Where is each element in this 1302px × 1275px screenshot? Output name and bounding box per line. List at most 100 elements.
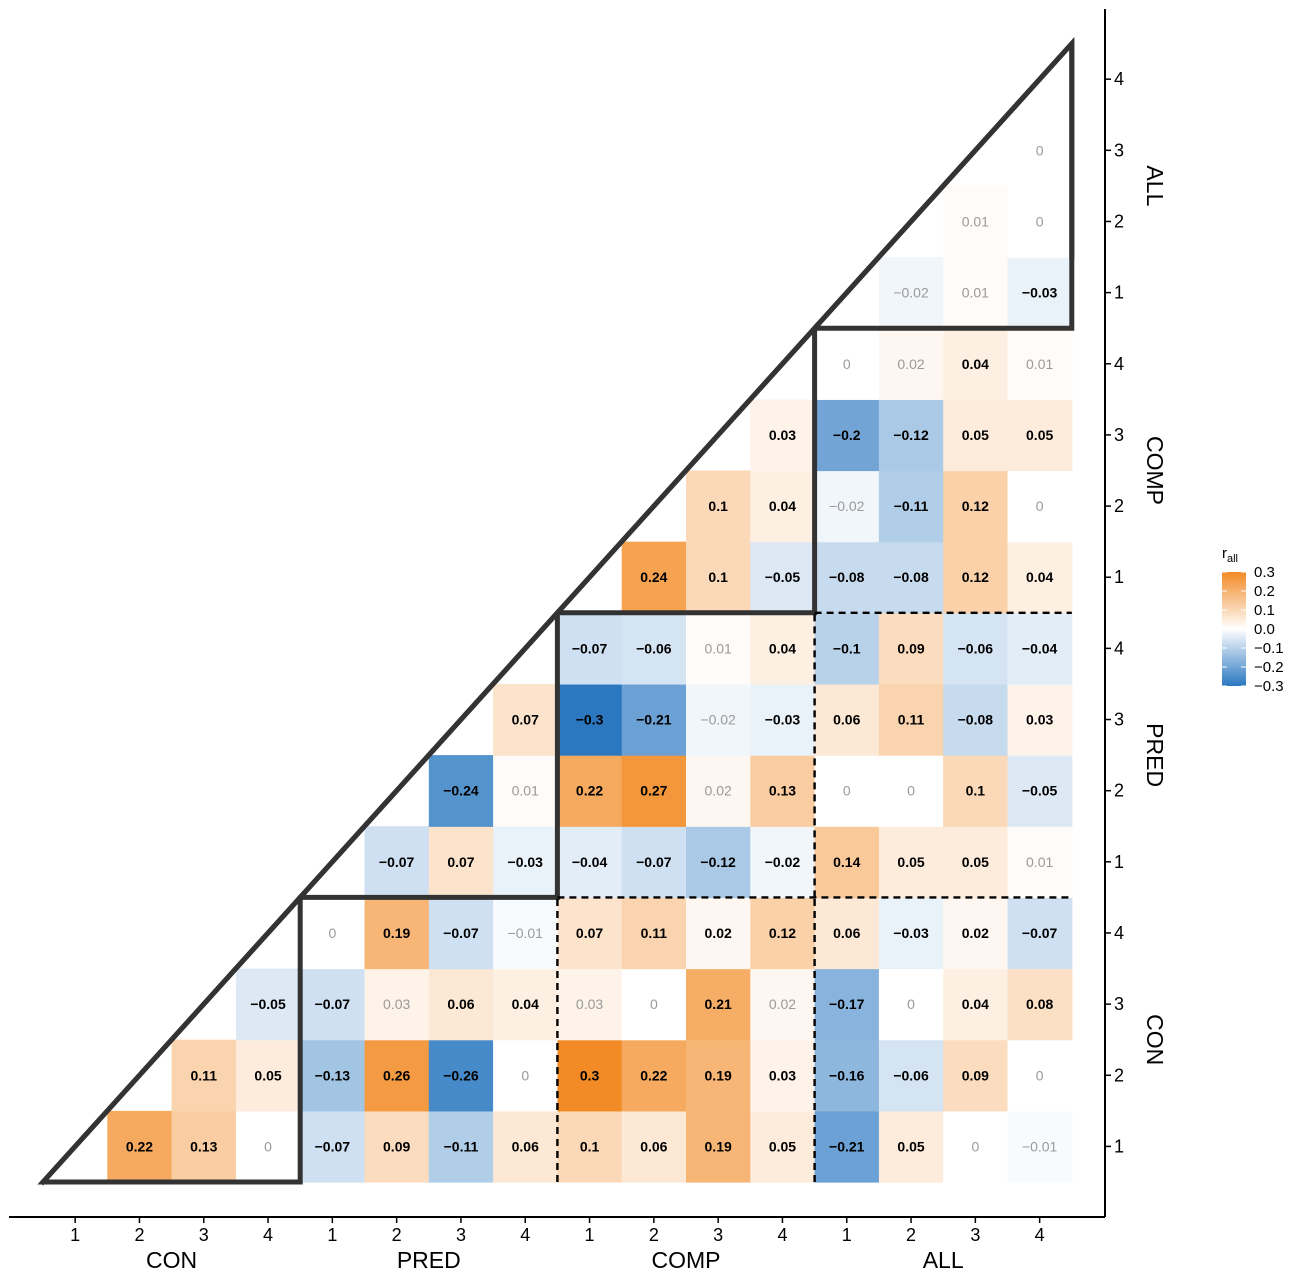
y-tick-label: 3 bbox=[1114, 994, 1124, 1014]
cell-value-label: 0.11 bbox=[898, 712, 925, 728]
cell-value-label: −0.03 bbox=[1022, 285, 1058, 301]
y-tick-label: 1 bbox=[1114, 283, 1124, 303]
cell-value-label: 0.06 bbox=[833, 925, 860, 941]
heatmap-cell bbox=[1007, 1110, 1073, 1183]
heatmap-cell bbox=[878, 826, 944, 898]
cell-value-label: 0.03 bbox=[1026, 712, 1053, 728]
cell-value-label: −0.07 bbox=[315, 996, 351, 1012]
heatmap-cell bbox=[750, 968, 816, 1041]
heatmap-cell bbox=[686, 470, 751, 543]
cell-value-label: 0 bbox=[650, 996, 658, 1012]
heatmap-cell bbox=[557, 755, 623, 827]
heatmap-cell bbox=[878, 470, 944, 543]
cell-value-label: 0.12 bbox=[769, 925, 796, 941]
y-tick-label: 1 bbox=[1114, 852, 1124, 872]
heatmap-cell bbox=[878, 328, 944, 400]
cell-value-label: 0.07 bbox=[447, 854, 474, 870]
heatmap-cell bbox=[364, 826, 430, 898]
x-tick-label: 3 bbox=[456, 1225, 466, 1245]
cell-value-label: 0.05 bbox=[962, 427, 989, 443]
cell-value-label: −0.07 bbox=[443, 925, 479, 941]
cell-value-label: 0.04 bbox=[1026, 569, 1053, 585]
x-tick-label: 2 bbox=[649, 1225, 659, 1245]
legend-title-main: r bbox=[1222, 545, 1227, 562]
cell-value-label: 0.22 bbox=[640, 1067, 667, 1083]
heatmap-cell bbox=[1007, 826, 1073, 898]
cell-value-label: 0.24 bbox=[640, 569, 667, 585]
heatmap-cell bbox=[750, 683, 816, 756]
heatmap-cell bbox=[493, 968, 558, 1041]
cell-value-label: 0.06 bbox=[512, 1138, 539, 1154]
cell-value-label: 0.01 bbox=[1026, 356, 1053, 372]
cell-value-label: 0 bbox=[1036, 213, 1044, 229]
cell-value-label: 0.02 bbox=[705, 925, 732, 941]
cell-value-label: 0.1 bbox=[708, 498, 728, 514]
heatmap-cell bbox=[493, 897, 558, 970]
heatmap-cell bbox=[686, 1039, 751, 1112]
y-group-label: COMP bbox=[1142, 436, 1168, 505]
cell-value-label: 0.05 bbox=[254, 1067, 281, 1083]
cell-value-label: 0.02 bbox=[705, 783, 732, 799]
cell-value-labels: 0.22 0.13 0 −0.07 0.09 −0.11 0.06 0.1 0.06 0.19 0.… bbox=[126, 142, 1058, 1154]
cell-value-label: −0.21 bbox=[636, 712, 672, 728]
heatmap-cell bbox=[557, 1110, 623, 1183]
heatmap-cell bbox=[235, 1110, 301, 1183]
heatmap-cell bbox=[686, 683, 751, 756]
heatmap-cells bbox=[107, 114, 1073, 1183]
cell-value-label: 0 bbox=[843, 356, 851, 372]
heatmap-cell bbox=[1007, 612, 1073, 685]
heatmap-cell bbox=[557, 683, 623, 756]
heatmap-cell bbox=[621, 683, 687, 756]
heatmap-cell bbox=[621, 541, 687, 614]
heatmap-cell bbox=[364, 1110, 430, 1183]
y-group-label: PRED bbox=[1142, 723, 1168, 787]
heatmap-cell bbox=[814, 826, 880, 898]
heatmap-cell bbox=[235, 1039, 301, 1112]
cell-value-label: 0.02 bbox=[962, 925, 989, 941]
cell-value-label: −0.12 bbox=[893, 427, 929, 443]
cell-value-label: 0.27 bbox=[640, 783, 667, 799]
cell-value-label: −0.02 bbox=[829, 498, 865, 514]
cell-value-label: 0.01 bbox=[962, 213, 989, 229]
cell-value-label: −0.06 bbox=[636, 640, 672, 656]
cell-value-label: 0 bbox=[328, 925, 336, 941]
cell-value-label: 0.09 bbox=[962, 1067, 989, 1083]
heatmap-cell bbox=[428, 755, 494, 827]
diagonal-block-outline bbox=[37, 890, 303, 1185]
x-tick-label: 4 bbox=[520, 1225, 530, 1245]
cell-value-label: −0.2 bbox=[833, 427, 861, 443]
legend-tick-label: 0.2 bbox=[1254, 583, 1275, 600]
y-tick-label: 2 bbox=[1114, 1065, 1124, 1085]
heatmap-cell bbox=[814, 612, 880, 685]
cell-value-label: 0.1 bbox=[966, 783, 986, 799]
cell-value-label: −0.13 bbox=[315, 1067, 351, 1083]
heatmap-cell bbox=[1007, 328, 1073, 400]
cell-value-label: −0.02 bbox=[893, 285, 929, 301]
heatmap-cell bbox=[686, 541, 751, 614]
heatmap-cell bbox=[943, 470, 1009, 543]
cell-value-label: −0.01 bbox=[1022, 1138, 1058, 1154]
cell-value-label: 0.01 bbox=[1026, 854, 1053, 870]
x-group-label: CON bbox=[146, 1247, 197, 1273]
heatmap-cell bbox=[943, 826, 1009, 898]
color-legend: rall 0.3 0.2 0.1 0.0 −0.1 −0.2 −0.3 bbox=[1222, 545, 1284, 695]
legend-tick-label: 0.0 bbox=[1254, 621, 1275, 638]
heatmap-cell bbox=[943, 1110, 1009, 1183]
cell-value-label: 0.19 bbox=[705, 1067, 732, 1083]
cell-value-label: −0.07 bbox=[572, 640, 608, 656]
heatmap-cell bbox=[814, 1110, 880, 1183]
heatmap-cell bbox=[878, 541, 944, 614]
heatmap-cell bbox=[621, 897, 687, 970]
heatmap-cell bbox=[428, 1039, 494, 1112]
cell-value-label: −0.02 bbox=[765, 854, 801, 870]
heatmap-cell bbox=[557, 897, 623, 970]
heatmap-cell bbox=[1007, 683, 1073, 756]
heatmap-cell bbox=[814, 897, 880, 970]
heatmap-cell bbox=[943, 755, 1009, 827]
cell-value-label: 0.03 bbox=[769, 1067, 796, 1083]
heatmap-cell bbox=[557, 1039, 623, 1112]
heatmap-cell bbox=[621, 755, 687, 827]
heatmap-cell bbox=[428, 968, 494, 1041]
x-tick-label: 1 bbox=[585, 1225, 595, 1245]
cell-value-label: −0.11 bbox=[444, 1138, 479, 1154]
